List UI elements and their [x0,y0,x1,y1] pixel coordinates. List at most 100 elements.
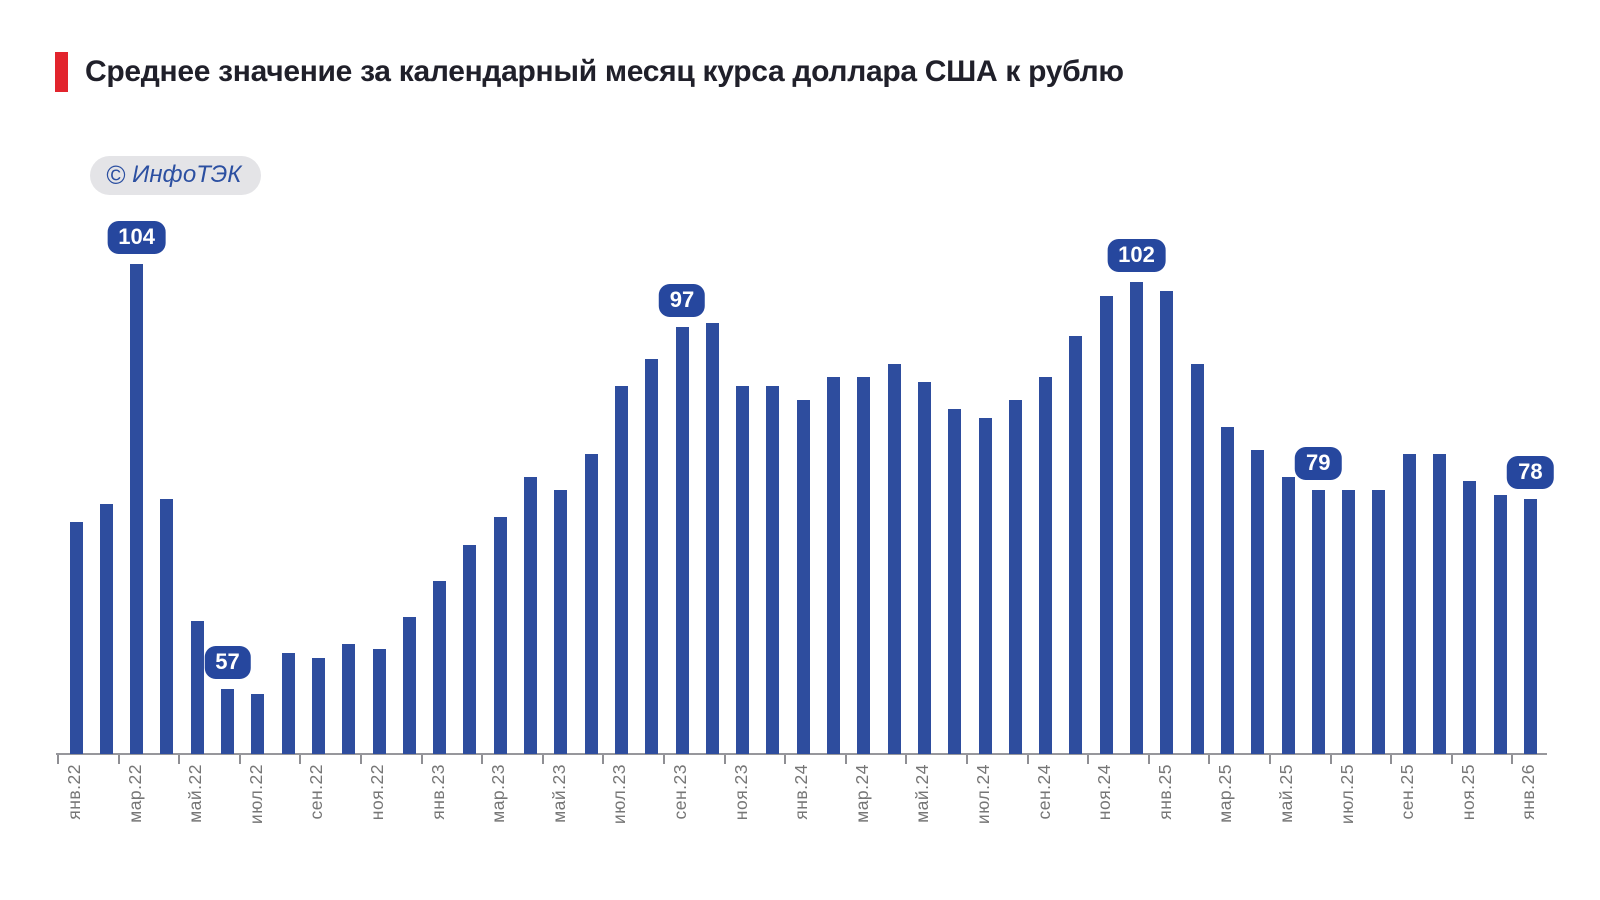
x-axis-label-янв.23: янв.23 [427,764,448,820]
chart-bar-апр.23 [524,476,537,754]
chart-bar-фев.22 [99,503,113,754]
chart-bar-июл.25 [1342,490,1356,754]
x-axis-tick [1087,755,1090,764]
x-axis-tick [178,755,181,764]
chart-bar-май.22 [190,621,204,754]
x-axis-tick [602,755,605,764]
x-axis-tick [663,755,665,764]
x-axis-label-мар.22: мар.22 [124,764,145,823]
chart-bar-окт.23 [705,322,719,754]
x-axis-label-мар.23: мар.23 [488,764,509,823]
x-axis-label-ноя.25: ноя.25 [1457,764,1478,821]
x-axis-label-май.23: май.23 [548,764,569,823]
chart-bar-апр.25 [1251,449,1265,754]
value-callout-79: 79 [1295,447,1342,481]
x-axis-tick [57,755,59,764]
watermark-label: ИнфоТЭК [132,160,242,188]
chart-bar-авг.24 [1008,399,1022,754]
x-axis-tick [1269,755,1271,764]
chart-bar-фев.23 [463,544,477,754]
chart-bar-мар.24 [857,377,871,754]
chart-bar-май.23 [554,490,568,754]
x-axis-tick [117,755,120,764]
x-axis-label-май.22: май.22 [185,764,206,823]
infotek-watermark: © ИнфоТЭК [90,156,262,195]
x-axis-label-май.25: май.25 [1276,764,1296,823]
value-callout-78: 78 [1507,456,1554,490]
chart-bar-янв.22 [69,521,83,754]
x-axis-label-мар.25: мар.25 [1215,764,1236,823]
x-axis-tick [1026,755,1029,764]
chart-bar-июл.22 [251,693,265,754]
chart-bar-июн.23 [584,454,598,754]
x-axis-label-июл.25: июл.25 [1336,764,1357,825]
value-callout-104: 104 [107,220,166,254]
x-axis-tick [420,755,423,764]
x-axis-label-мар.24: мар.24 [851,764,872,823]
chart-bar-апр.22 [160,499,174,754]
chart-bar-сен.24 [1039,377,1053,754]
x-axis-tick [1147,755,1150,764]
chart-bar-янв.26 [1523,499,1537,754]
chart-bar-янв.23 [433,580,447,754]
chart-bar-мар.23 [493,517,507,754]
x-axis-label-ноя.23: ноя.23 [730,764,751,821]
x-axis-label-сен.23: сен.23 [670,764,690,820]
chart-bar-май.24 [917,381,931,754]
x-axis-tick [844,755,847,764]
x-axis-label-ноя.22: ноя.22 [367,764,387,821]
x-axis-tick [1208,755,1211,764]
x-axis-tick [481,755,484,764]
x-axis-label-янв.26: янв.26 [1518,764,1539,820]
chart-bar-июн.24 [948,408,962,754]
x-axis-label-июл.22: июл.22 [245,764,266,825]
x-axis-label-июл.23: июл.23 [609,764,630,825]
chart-bar-сен.22 [311,657,325,754]
chart-bar-фев.24 [827,377,840,754]
x-axis-tick [905,755,908,764]
chart-bar-мар.22 [130,263,144,754]
chart-bar-июн.22 [221,689,234,754]
value-callout-102: 102 [1107,239,1166,273]
chart-bar-авг.25 [1372,490,1386,754]
x-axis-tick [1390,755,1393,764]
chart-bar-мар.25 [1220,426,1234,754]
x-axis-tick [1329,755,1332,764]
x-axis-label-сен.24: сен.24 [1033,764,1054,820]
x-axis-label-июл.24: июл.24 [973,764,993,825]
x-axis-label-янв.24: янв.24 [791,764,812,820]
chart-bar-сен.25 [1402,454,1416,754]
value-callout-97: 97 [658,284,706,318]
chart-bar-окт.24 [1069,336,1083,754]
x-axis-tick [360,755,362,764]
chart-bar-апр.24 [887,363,901,754]
x-axis-tick [723,755,726,764]
chart-bar-фев.25 [1190,363,1204,754]
chart-bar-окт.22 [342,644,356,754]
chart-bar-сен.23 [675,327,689,754]
chart-bar-дек.23 [766,386,780,754]
page-title: Среднее значение за календарный месяц ку… [85,55,1124,88]
value-callout-57: 57 [204,646,251,680]
x-axis-label-янв.22: янв.22 [64,764,84,820]
x-axis-label-сен.25: сен.25 [1397,764,1418,820]
x-axis-tick [1450,755,1453,764]
x-axis-label-сен.22: сен.22 [306,764,327,820]
title-accent-bar [55,52,68,92]
chart-bar-янв.24 [796,399,810,754]
chart-bar-авг.22 [281,653,295,754]
x-axis-tick [299,755,302,764]
chart-bar-окт.25 [1433,454,1446,754]
chart-bar-июл.23 [614,386,628,754]
chart-bar-янв.25 [1160,291,1174,754]
x-axis-tick [541,755,544,764]
chart-bar-ноя.25 [1463,481,1477,754]
copyright-icon: © [106,159,126,190]
x-axis-label-янв.25: янв.25 [1154,764,1175,820]
chart-bar-дек.22 [402,616,416,754]
header: Среднее значение за календарный месяц ку… [55,52,1124,92]
chart-bar-ноя.24 [1099,295,1113,754]
chart-bar-ноя.23 [736,386,750,754]
x-axis-line [56,753,1547,755]
